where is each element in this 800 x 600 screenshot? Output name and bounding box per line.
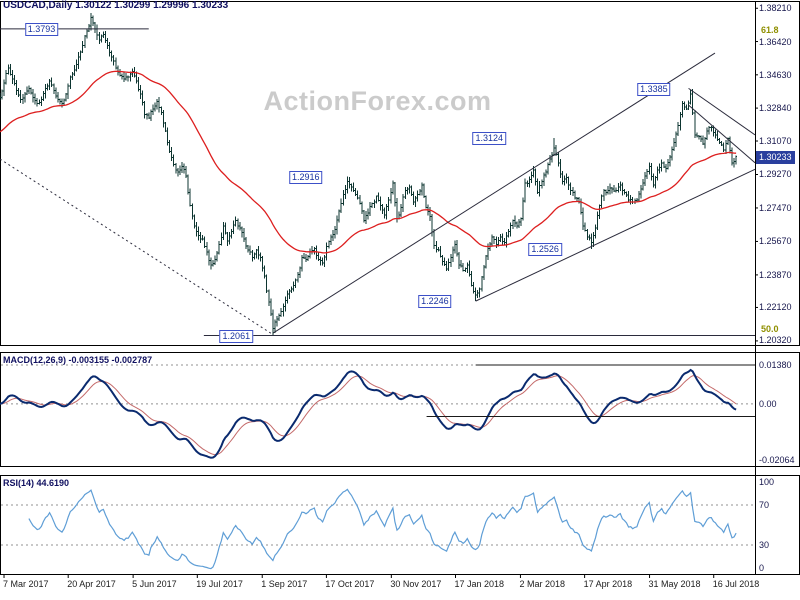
macd-indicator-label: MACD(12,26,9) -0.003155 -0.002787 [3, 355, 153, 365]
price-tag-1.3385: 1.3385 [637, 83, 671, 97]
y-axis-tick: 1.27470 [759, 202, 792, 213]
price-tag-1.3793: 1.3793 [24, 22, 59, 36]
rsi-axis-tick: 70 [759, 500, 770, 510]
x-axis-label: 20 Apr 2017 [67, 579, 116, 589]
x-axis-label: 19 Jul 2017 [196, 579, 243, 589]
x-axis-label: 5 Jun 2017 [132, 579, 177, 589]
chart-title: USDCAD,Daily 1.30122 1.30299 1.29996 1.3… [3, 0, 229, 11]
rsi-axis-tick: 100 [759, 477, 775, 487]
y-axis-tick: 1.38210 [759, 3, 792, 14]
price-tag-1.2526: 1.2526 [528, 243, 562, 257]
fib-61.8-label: 61.8 [761, 24, 779, 35]
x-axis-label: 17 Jan 2018 [454, 579, 505, 589]
x-axis-label: 7 Mar 2017 [3, 579, 49, 589]
rsi-indicator-label: RSI(14) 44.6190 [3, 478, 70, 488]
watermark: ActionForex.com [263, 86, 492, 116]
x-axis-label: 17 Oct 2017 [325, 579, 375, 589]
y-axis-tick: 1.36420 [759, 36, 792, 47]
price-tag-1.2246: 1.2246 [418, 295, 452, 309]
y-axis-tick: 1.23870 [759, 269, 792, 280]
macd-axis-tick: -0.02064 [759, 455, 795, 465]
x-axis-label: 16 Jul 2018 [712, 579, 760, 589]
current-price-label: 1.30233 [756, 150, 795, 164]
macd-axis-tick: 0.00 [759, 398, 777, 409]
x-axis-label: 1 Sep 2017 [261, 579, 308, 589]
rsi-axis-tick: 30 [759, 540, 770, 550]
price-tag-1.3124: 1.3124 [472, 131, 506, 145]
y-axis-tick: 1.20320 [759, 335, 792, 345]
rsi-axis-tick: 0 [759, 563, 765, 573]
x-axis-label: 17 Apr 2018 [583, 579, 633, 589]
fib-50.0-label: 50.0 [761, 324, 779, 335]
y-axis-tick: 1.22120 [759, 302, 792, 313]
y-axis-tick: 1.31070 [759, 136, 792, 147]
y-axis-tick: 1.25670 [759, 236, 792, 247]
macd-axis-tick: 0.01380 [759, 359, 792, 370]
price-tag-1.2916: 1.2916 [289, 170, 323, 184]
price-tag-1.2061: 1.2061 [219, 329, 254, 343]
x-axis-label: 30 Nov 2017 [390, 579, 442, 589]
y-axis-tick: 1.29270 [759, 169, 792, 180]
x-axis-label: 2 Mar 2018 [519, 579, 565, 589]
x-axis-label: 31 May 2018 [648, 579, 701, 589]
y-axis-tick: 1.32840 [759, 103, 792, 114]
y-axis-tick: 1.34630 [759, 69, 792, 80]
